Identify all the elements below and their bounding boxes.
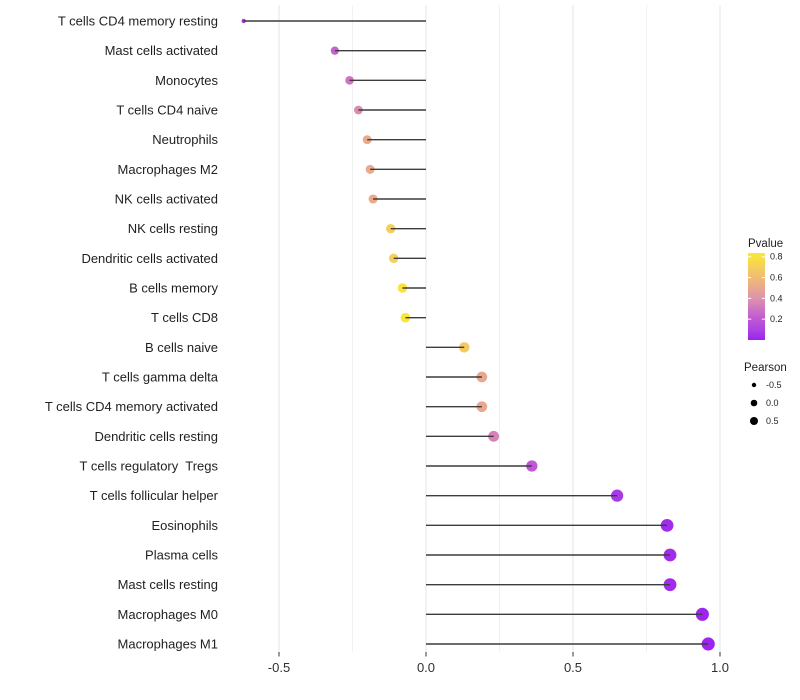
- pearson-legend-title: Pearson: [744, 362, 787, 374]
- pearson-legend: Pearson -0.5 0.0 0.5: [744, 362, 787, 426]
- y-axis-label: T cells CD4 memory resting: [58, 14, 218, 29]
- y-axis-label: Dendritic cells activated: [81, 251, 218, 266]
- y-axis-label: NK cells activated: [115, 192, 218, 207]
- x-axis: -0.5 0.0 0.5 1.0: [268, 652, 729, 675]
- y-axis-label: Neutrophils: [152, 132, 218, 147]
- y-axis-label: B cells memory: [129, 281, 218, 296]
- grid-layer: [278, 5, 721, 652]
- y-axis-labels: T cells CD4 memory resting Mast cells act…: [45, 14, 219, 652]
- y-axis-label: Mast cells activated: [105, 43, 218, 58]
- pvalue-legend-title: Pvalue: [748, 238, 783, 250]
- lollipop-dot: [386, 223, 396, 234]
- x-axis-tick-label: 0.5: [564, 660, 582, 675]
- pearson-legend-dot: [750, 399, 758, 407]
- pearson-legend-label: 0.5: [766, 416, 779, 426]
- x-axis-tick-label: 0.0: [417, 660, 435, 675]
- y-axis-label: Macrophages M0: [118, 607, 218, 622]
- pvalue-colorbar: [748, 253, 765, 340]
- y-axis-label: NK cells resting: [128, 221, 218, 236]
- lollipop-dot: [526, 460, 538, 472]
- y-axis-label: Mast cells resting: [118, 577, 218, 592]
- pearson-legend-label: 0.0: [766, 398, 779, 408]
- pearson-legend-dot: [750, 417, 758, 425]
- colorbar-tick-label: 0.2: [770, 314, 783, 324]
- pearson-legend-label: -0.5: [766, 380, 782, 390]
- y-axis-label: Macrophages M1: [118, 637, 218, 652]
- y-axis-label: Eosinophils: [152, 518, 219, 533]
- colorbar-tick-label: 0.4: [770, 293, 783, 303]
- y-axis-label: B cells naive: [145, 340, 218, 355]
- y-axis-label: Monocytes: [155, 73, 218, 88]
- y-axis-label: T cells CD4 naive: [116, 103, 218, 118]
- y-axis-label: T cells CD8: [151, 310, 218, 325]
- x-axis-tick-label: 1.0: [711, 660, 729, 675]
- pearson-legend-dot: [751, 382, 757, 388]
- y-axis-label: T cells regulatory Tregs: [80, 459, 219, 474]
- colorbar-tick-label: 0.8: [770, 252, 783, 262]
- y-axis-label: T cells CD4 memory activated: [45, 399, 218, 414]
- pvalue-legend: Pvalue 0.8 0.6 0.4 0.2: [748, 238, 783, 340]
- y-axis-label: Macrophages M2: [118, 162, 218, 177]
- lollipop-dot: [388, 253, 399, 264]
- y-axis-label: T cells gamma delta: [102, 370, 219, 385]
- colorbar-tick-label: 0.6: [770, 273, 783, 283]
- y-axis-label: T cells follicular helper: [90, 488, 219, 503]
- lollipop-stems-layer: [243, 20, 709, 645]
- y-axis-label: Dendritic cells resting: [94, 429, 218, 444]
- lollipop-dots-layer: [241, 18, 715, 651]
- x-axis-tick-label: -0.5: [268, 660, 290, 675]
- y-axis-label: Plasma cells: [145, 548, 218, 563]
